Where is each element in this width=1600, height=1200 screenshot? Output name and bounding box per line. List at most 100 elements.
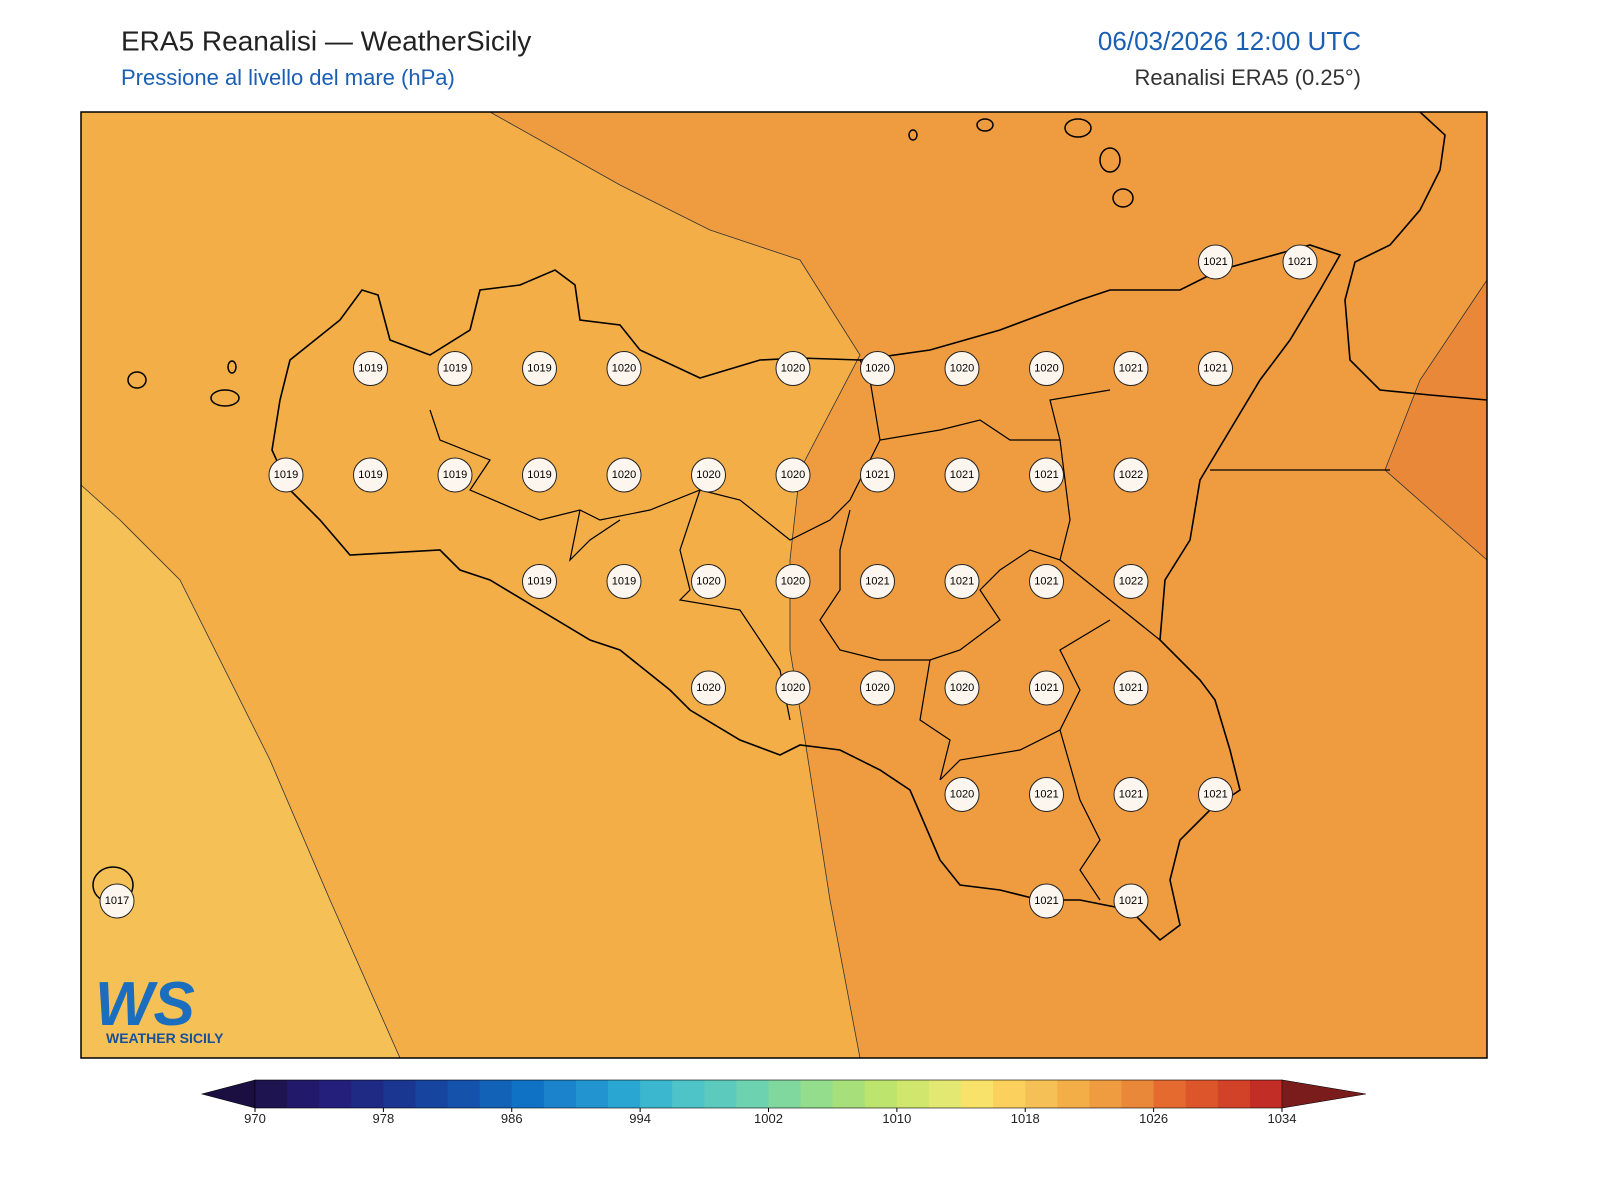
station: 1021 [860, 457, 895, 493]
station-marker [860, 670, 895, 706]
station-value: 1021 [1034, 682, 1058, 694]
station-value: 1020 [612, 469, 636, 481]
station-value: 1019 [443, 363, 467, 375]
station-value: 1017 [105, 895, 129, 907]
station-labels: 1021 1021 1019 1019 1019 1020 1020 1020 1020 1020… [99, 244, 1318, 919]
colorbar-segment [1217, 1080, 1251, 1108]
colorbar-tick-label: 978 [373, 1111, 395, 1126]
station-value: 1021 [1119, 895, 1143, 907]
colorbar-segment [351, 1080, 384, 1108]
station: 1020 [860, 670, 895, 706]
province-border [678, 489, 791, 721]
province-border [429, 389, 1111, 541]
station: 1019 [353, 457, 388, 493]
map-frame [80, 111, 1488, 1059]
colorbar-segment [543, 1080, 577, 1108]
colorbar-segment [479, 1080, 513, 1108]
station-marker [1113, 564, 1149, 599]
station-marker [1029, 777, 1064, 812]
station-marker [691, 564, 726, 599]
province-border [1059, 559, 1161, 641]
station-marker [1282, 244, 1318, 280]
station-value: 1021 [1034, 789, 1058, 801]
station-marker [944, 777, 980, 812]
title: ERA5 Reanalisi — WeatherSicily [121, 25, 531, 56]
station-marker [1113, 670, 1149, 706]
station-value: 1020 [781, 576, 805, 588]
station-marker [437, 457, 473, 493]
station-marker [437, 351, 473, 386]
station-value: 1021 [1119, 682, 1143, 694]
province-border [569, 509, 621, 562]
colorbar-segment [672, 1080, 705, 1108]
station-marker [606, 351, 642, 386]
station-value: 1021 [1034, 469, 1058, 481]
band-1020 [490, 112, 1487, 1058]
colorbar-segment [1185, 1080, 1219, 1108]
station-marker [522, 351, 557, 386]
station-marker [522, 564, 557, 599]
station-marker [353, 351, 388, 386]
station-marker [1029, 670, 1064, 706]
station: 1021 [1198, 777, 1233, 812]
colorbar-segment [575, 1080, 609, 1108]
station: 1021 [1113, 777, 1149, 812]
station: 1021 [1029, 564, 1064, 599]
station-value: 1020 [865, 363, 889, 375]
sicily-coast [271, 244, 1342, 942]
station-marker [99, 883, 135, 919]
station-marker [944, 564, 980, 599]
station: 1021 [944, 564, 980, 599]
station-value: 1022 [1119, 469, 1143, 481]
colorbar-segment [768, 1080, 802, 1108]
band-1016 [81, 485, 400, 1058]
logo-name: WEATHER SICILY [106, 1030, 224, 1046]
station: 1019 [437, 457, 473, 493]
colorbar-segment [640, 1080, 673, 1108]
station-marker [1113, 777, 1149, 812]
station-marker [1029, 351, 1064, 386]
station-marker [775, 457, 811, 493]
station-value: 1020 [1034, 363, 1058, 375]
band-1022 [1385, 280, 1487, 560]
station-value: 1021 [950, 576, 974, 588]
colorbar-segment [993, 1080, 1026, 1108]
colorbar-segment [511, 1080, 545, 1108]
station: 1021 [1029, 883, 1064, 919]
station-value: 1019 [358, 469, 382, 481]
colorbar-segment [1025, 1080, 1058, 1108]
station-value: 1020 [950, 682, 974, 694]
colorbar-segment [1121, 1080, 1155, 1108]
station-marker [860, 351, 895, 386]
station-marker [1113, 457, 1149, 493]
colorbar-segment [800, 1080, 834, 1108]
station-marker [944, 351, 980, 386]
station: 1019 [437, 351, 473, 386]
station-marker [1113, 351, 1149, 386]
station: 1022 [1113, 457, 1149, 493]
station-marker [944, 457, 980, 493]
station-value: 1021 [1203, 789, 1227, 801]
station-value: 1021 [1203, 256, 1227, 268]
colorbar-segment [447, 1080, 481, 1108]
colorbar-tick-label: 1026 [1139, 1111, 1168, 1126]
station-value: 1020 [950, 363, 974, 375]
colorbar-tick-label: 994 [629, 1111, 651, 1126]
station-marker [860, 564, 895, 599]
station-value: 1020 [865, 682, 889, 694]
station: 1017 [99, 883, 135, 919]
station: 1020 [606, 457, 642, 493]
station: 1021 [1198, 244, 1233, 280]
colorbar-segment [1089, 1080, 1123, 1108]
station-marker [353, 457, 388, 493]
station-value: 1019 [527, 469, 551, 481]
colorbar-segment [415, 1080, 449, 1108]
station-value: 1019 [612, 576, 636, 588]
station: 1020 [775, 457, 811, 493]
station-marker [1198, 244, 1233, 280]
station-value: 1019 [274, 469, 298, 481]
station: 1021 [1029, 670, 1064, 706]
station: 1019 [522, 457, 557, 493]
station-marker [1198, 351, 1233, 386]
